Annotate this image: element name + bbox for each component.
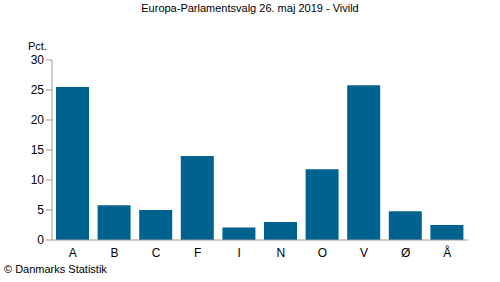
- svg-text:A: A: [69, 246, 77, 260]
- svg-text:10: 10: [31, 173, 45, 187]
- svg-text:0: 0: [37, 233, 44, 247]
- html-text:Pct.: Pct.: [28, 40, 47, 52]
- svg-text:B: B: [110, 246, 118, 260]
- svg-text:O: O: [318, 246, 327, 260]
- svg-text:F: F: [194, 246, 201, 260]
- svg-text:N: N: [276, 246, 285, 260]
- svg-text:Å: Å: [443, 245, 451, 260]
- svg-text:25: 25: [31, 83, 45, 97]
- svg-text:30: 30: [31, 53, 45, 67]
- svg-text:15: 15: [31, 143, 45, 157]
- svg-text:I: I: [238, 246, 241, 260]
- html-text:Europa-Parlamentsvalg 26. maj: Europa-Parlamentsvalg 26. maj 2019 - Viv…: [141, 2, 359, 14]
- svg-text:Ø: Ø: [401, 246, 410, 260]
- svg-text:20: 20: [31, 113, 45, 127]
- svg-text:5: 5: [37, 203, 44, 217]
- svg-text:V: V: [360, 246, 368, 260]
- html-text:© Danmarks Statistik: © Danmarks Statistik: [4, 263, 107, 275]
- svg-text:C: C: [152, 246, 161, 260]
